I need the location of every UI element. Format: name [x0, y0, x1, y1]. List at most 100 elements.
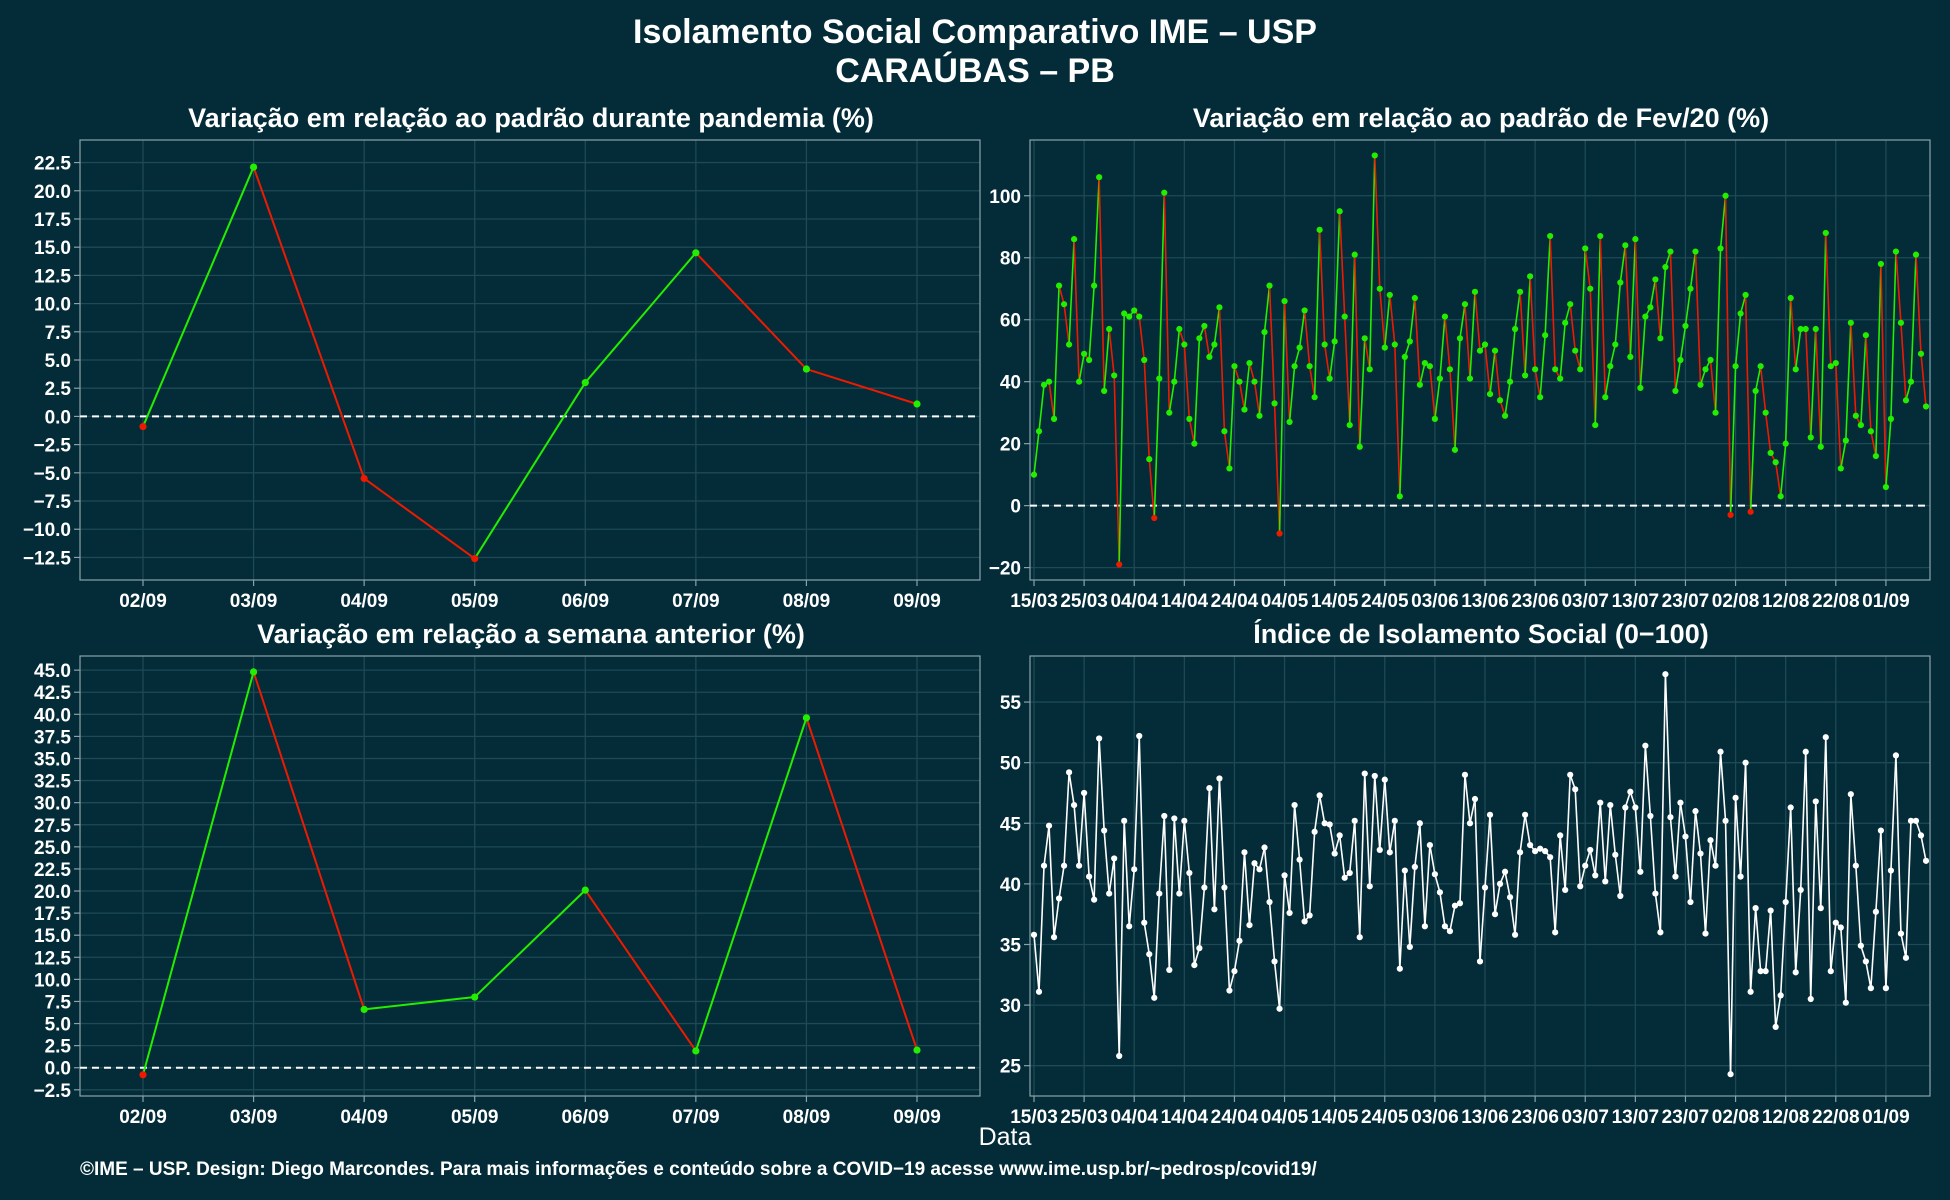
data-point [1126, 923, 1133, 930]
series-segment [1885, 870, 1892, 989]
series-segment [1444, 316, 1451, 370]
data-point [1812, 798, 1819, 805]
data-point [913, 400, 921, 408]
series-segment [1634, 807, 1642, 872]
data-point [1772, 459, 1779, 466]
series-segment [1088, 876, 1095, 900]
data-point [1101, 387, 1108, 395]
y-tick-label: 80 [1000, 249, 1021, 270]
series-segment [1429, 366, 1436, 419]
data-point [1717, 748, 1724, 755]
x-tick-label: 23/06 [1511, 1107, 1559, 1128]
x-tick-label: 04/04 [1110, 1107, 1158, 1128]
series-segment [1529, 276, 1536, 370]
data-point [1431, 415, 1438, 422]
data-point [1802, 748, 1809, 755]
data-point [139, 422, 147, 431]
data-point [1476, 347, 1484, 354]
series-segment [1183, 820, 1191, 874]
series-segment [1378, 779, 1386, 850]
y-tick-label: 25.0 [34, 838, 71, 859]
series-segment [1173, 328, 1181, 382]
y-tick-label: −7.5 [33, 492, 71, 513]
series-segment [1063, 772, 1070, 866]
series-segment [1679, 325, 1687, 361]
series-segment [1223, 431, 1231, 469]
data-point [1537, 845, 1544, 852]
data-point [1361, 335, 1368, 342]
series-segment [1083, 792, 1090, 877]
series-segment [1684, 288, 1692, 327]
series-segment [1514, 291, 1521, 330]
series-segment [1860, 335, 1867, 426]
y-tick-label: 12.5 [34, 266, 71, 287]
data-point [1146, 951, 1153, 958]
y-tick-label: 2.5 [45, 1037, 72, 1058]
series-segment [1749, 390, 1757, 512]
data-point [1486, 390, 1494, 398]
data-point [1186, 415, 1193, 422]
data-point [1547, 854, 1554, 861]
data-point [249, 668, 258, 676]
series-segment [1554, 835, 1561, 933]
data-point [1386, 291, 1393, 299]
series-segment [1834, 363, 1842, 469]
data-point [1196, 945, 1203, 952]
data-point [1356, 443, 1363, 450]
series-segment [1163, 815, 1171, 970]
data-point [1466, 820, 1474, 827]
data-point [1496, 880, 1504, 887]
data-point [1572, 347, 1579, 354]
y-tick-label: 2.5 [45, 379, 72, 400]
series-segment [1474, 291, 1481, 351]
series-segment [1880, 263, 1887, 488]
series-segment [1669, 817, 1677, 877]
series-segment [1890, 755, 1897, 871]
data-point [1281, 298, 1288, 305]
data-point [1567, 771, 1574, 778]
series-segment [1494, 350, 1501, 401]
series-segment [142, 671, 255, 1076]
series-segment [1920, 835, 1927, 862]
data-point [1787, 294, 1794, 302]
data-point [1396, 493, 1403, 500]
x-tick-label: 04/04 [1110, 591, 1158, 612]
panel-title-fev20: Variação em relação ao padrão de Fev/20 … [1193, 103, 1769, 133]
series-segment [1850, 322, 1857, 416]
series-segment [1774, 995, 1782, 1028]
data-point [1532, 848, 1539, 855]
series-segment [1900, 933, 1907, 958]
series-segment [473, 382, 587, 560]
y-tick-label: 32.5 [34, 772, 71, 793]
data-point [1446, 366, 1454, 373]
data-point [1917, 350, 1925, 357]
data-point [1096, 174, 1103, 181]
y-tick-label: 15.0 [34, 926, 71, 947]
series-segment [1654, 279, 1662, 339]
series-segment [1524, 276, 1531, 376]
data-point [1802, 325, 1809, 333]
data-point [1471, 795, 1479, 803]
series-segment [1053, 898, 1060, 938]
data-point [360, 474, 368, 483]
series-segment [1153, 378, 1161, 519]
panel-title-semana-anterior: Variação em relação a semana anterior (%… [257, 619, 805, 649]
data-point [1055, 895, 1063, 902]
data-point [1782, 440, 1789, 447]
series-segment [1619, 807, 1627, 897]
series-segment [1133, 735, 1141, 870]
series-segment [1829, 922, 1837, 972]
data-point [1842, 999, 1849, 1006]
data-point [1231, 363, 1238, 370]
data-point [1807, 434, 1814, 441]
data-point [1852, 862, 1859, 869]
series-segment [805, 717, 918, 1051]
data-point [1271, 400, 1278, 407]
series-segment [1168, 818, 1176, 970]
data-point [1211, 341, 1218, 348]
x-tick-label: 24/05 [1361, 1107, 1409, 1128]
data-point [1376, 846, 1383, 854]
series-segment [1328, 824, 1336, 854]
data-point [1226, 465, 1233, 472]
series-segment [1910, 254, 1917, 382]
